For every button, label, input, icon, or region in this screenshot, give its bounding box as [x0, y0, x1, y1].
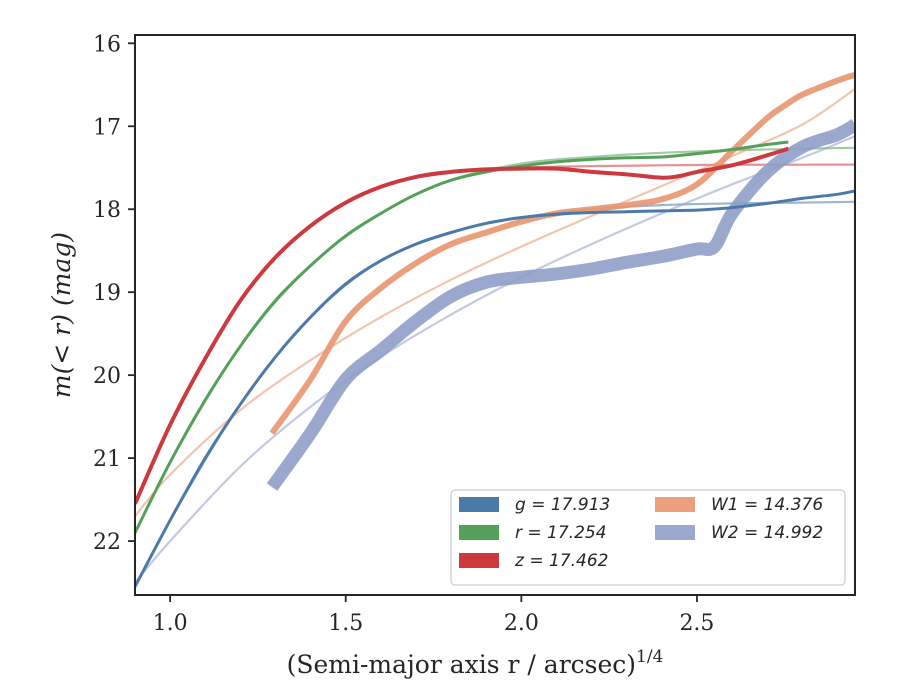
- legend-swatch-W2: [655, 525, 695, 540]
- legend-swatch-r: [459, 525, 499, 540]
- x-tick-label: 1.0: [153, 611, 188, 636]
- y-tick-label: 16: [93, 32, 121, 57]
- y-tick-label: 18: [93, 198, 121, 223]
- legend-swatch-z: [459, 553, 499, 568]
- legend-box: [450, 489, 846, 586]
- x-axis-label: (Semi-major axis r / arcsec)1/4: [287, 647, 664, 679]
- profile-curves: [135, 71, 855, 588]
- plot-frame: [134, 34, 856, 596]
- legend-swatch-W1: [655, 497, 695, 512]
- x-tick-label: 2.0: [504, 611, 539, 636]
- series-line-W1: [269, 71, 855, 435]
- series-line-g: [135, 189, 855, 588]
- series-line-W2: [266, 118, 855, 491]
- model-line-W1: [135, 87, 855, 518]
- legend-label-g: g = 17.913: [515, 495, 610, 515]
- model-line-W2: [135, 135, 855, 584]
- legend-label-z: z = 17.462: [514, 551, 608, 571]
- legend-label-W1: W1 = 14.376: [711, 495, 823, 515]
- y-tick-label: 19: [93, 281, 121, 306]
- series-line-z: [135, 146, 789, 505]
- legend-label-W2: W2 = 14.992: [711, 523, 823, 543]
- y-tick-label: 22: [93, 530, 121, 555]
- legend-label-r: r = 17.254: [515, 523, 607, 543]
- legend: g = 17.913 r = 17.254 z = 17.462 W1 = 14.37…: [450, 489, 846, 586]
- y-axis-ticks: 16 17 18 19 20 21 22: [93, 32, 135, 555]
- y-axis-label: m(< r) (mag): [47, 232, 76, 398]
- x-tick-label: 2.5: [679, 611, 714, 636]
- y-tick-label: 20: [93, 364, 121, 389]
- series-line-r: [135, 140, 789, 534]
- x-axis-ticks: 1.0 1.5 2.0 2.5: [153, 595, 714, 636]
- x-tick-label: 1.5: [328, 611, 363, 636]
- y-tick-label: 21: [93, 447, 121, 472]
- y-tick-label: 17: [93, 115, 121, 140]
- legend-swatch-g: [459, 497, 499, 512]
